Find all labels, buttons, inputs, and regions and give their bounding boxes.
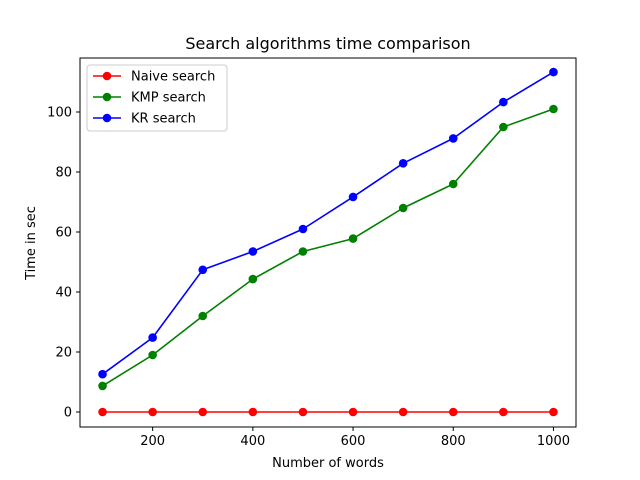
data-point-kmp-search bbox=[148, 350, 157, 360]
x-tick-label: 1000 bbox=[537, 434, 570, 449]
legend-label: Naive search bbox=[131, 70, 215, 85]
x-axis-label: Number of words bbox=[272, 456, 384, 471]
legend-item-kmp-search: KMP search bbox=[93, 91, 206, 106]
data-point-naive-search bbox=[549, 407, 558, 417]
data-point-kr-search bbox=[499, 97, 508, 107]
data-point-kmp-search bbox=[549, 104, 558, 114]
legend-label: KR search bbox=[131, 112, 196, 127]
legend-box bbox=[86, 64, 228, 132]
y-tick-label: 20 bbox=[55, 346, 72, 361]
y-tick-label: 0 bbox=[64, 406, 72, 421]
data-point-kmp-search bbox=[98, 381, 107, 391]
data-point-naive-search bbox=[448, 407, 458, 417]
y-tick-label: 80 bbox=[55, 166, 72, 181]
data-point-naive-search bbox=[499, 407, 508, 417]
data-point-kr-search bbox=[248, 247, 258, 256]
data-point-kr-search bbox=[298, 224, 308, 234]
plot-area-frame bbox=[79, 57, 577, 428]
legend-swatch-marker bbox=[102, 71, 112, 81]
data-point-kmp-search bbox=[198, 311, 208, 321]
data-point-kr-search bbox=[148, 333, 157, 342]
y-axis: 0 20 40 60 80 100 bbox=[47, 106, 80, 421]
legend-swatch-marker bbox=[102, 113, 112, 123]
y-tick-label: 60 bbox=[55, 226, 72, 241]
data-point-kr-search bbox=[448, 134, 458, 143]
data-point-naive-search bbox=[148, 407, 157, 417]
data-point-naive-search bbox=[298, 407, 308, 417]
data-point-kr-search bbox=[348, 192, 358, 202]
data-point-kmp-search bbox=[348, 234, 358, 243]
x-axis: 200 400 600 800 1000 bbox=[140, 427, 570, 449]
data-point-kmp-search bbox=[248, 274, 258, 284]
data-point-kr-search bbox=[98, 369, 107, 379]
legend: Naive search KMP search KR search bbox=[86, 64, 228, 132]
legend-swatch-marker bbox=[102, 92, 112, 102]
series-kmp-search bbox=[98, 104, 558, 391]
x-tick-label: 400 bbox=[240, 434, 265, 449]
x-tick-label: 800 bbox=[441, 434, 466, 449]
data-point-kr-search bbox=[198, 265, 208, 275]
legend-label: KMP search bbox=[131, 91, 206, 106]
series-kr-search bbox=[98, 67, 558, 379]
legend-item-naive-search: Naive search bbox=[93, 70, 215, 85]
data-point-naive-search bbox=[348, 407, 358, 417]
y-axis-label: Time in sec bbox=[24, 206, 39, 281]
data-point-kmp-search bbox=[499, 122, 508, 132]
legend-item-kr-search: KR search bbox=[93, 112, 196, 127]
data-point-kmp-search bbox=[448, 179, 458, 189]
data-point-naive-search bbox=[198, 407, 208, 417]
data-point-kr-search bbox=[398, 159, 408, 168]
x-tick-label: 200 bbox=[140, 434, 165, 449]
chart-title: Search algorithms time comparison bbox=[185, 34, 470, 53]
y-tick-label: 100 bbox=[47, 106, 72, 121]
series-line-kr-search bbox=[102, 71, 554, 375]
y-tick-label: 40 bbox=[55, 286, 72, 301]
data-point-naive-search bbox=[248, 407, 258, 417]
data-point-naive-search bbox=[398, 407, 408, 417]
series-line-kmp-search bbox=[102, 108, 554, 387]
data-point-kmp-search bbox=[398, 203, 408, 213]
series-naive-search bbox=[98, 407, 558, 417]
series-layer bbox=[98, 67, 558, 417]
x-tick-label: 600 bbox=[341, 434, 366, 449]
data-point-naive-search bbox=[98, 407, 107, 417]
data-point-kr-search bbox=[549, 67, 558, 77]
data-point-kmp-search bbox=[298, 247, 308, 256]
